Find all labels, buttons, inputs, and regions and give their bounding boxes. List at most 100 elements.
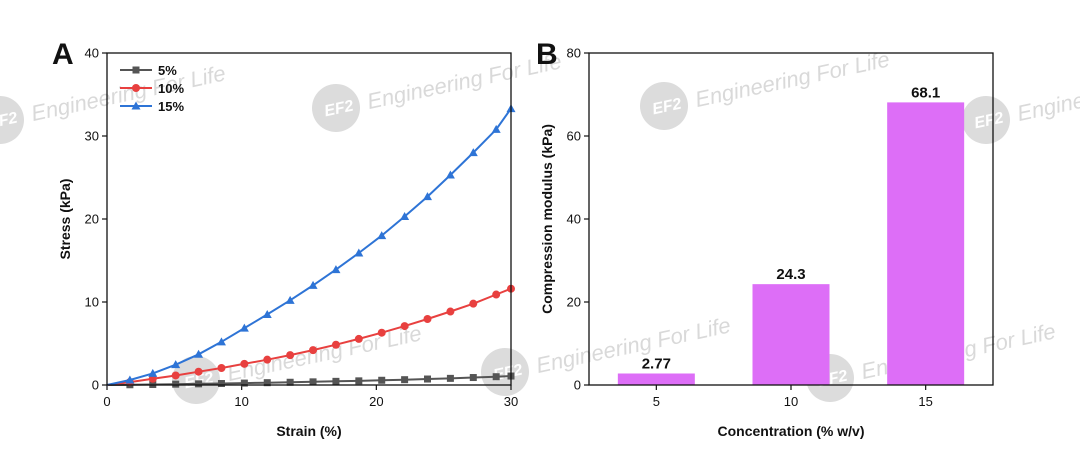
data-point-5-percent (446, 374, 454, 382)
legend-item-15-percent: 15% (120, 99, 184, 114)
x-tick-label: 10 (784, 394, 798, 409)
watermark-5: EF2 Engineering For Life (172, 320, 424, 404)
panel-b-y-axis-label: Compression modulus (kPa) (539, 124, 555, 314)
watermark-text: Engineering For Life (365, 48, 564, 114)
watermark-logo-icon (481, 348, 529, 396)
data-point-5-percent (469, 374, 477, 382)
panel-a-legend: 5% 10% 15% (120, 63, 184, 114)
data-point-10-percent (217, 363, 226, 372)
bar-5 (617, 373, 695, 385)
data-point-5-percent (332, 377, 340, 385)
legend-item-10-percent: 10% (120, 81, 184, 96)
data-point-10-percent (331, 340, 340, 349)
data-point-15-percent (468, 148, 478, 157)
data-point-10-percent (423, 315, 432, 324)
data-point-15-percent (148, 368, 158, 377)
watermark-logo: EF2 (0, 110, 19, 133)
y-tick-label: 20 (85, 212, 99, 227)
x-tick-label: 15 (918, 394, 932, 409)
x-tick-label: 5 (653, 394, 660, 409)
bar-value-label: 24.3 (776, 266, 805, 283)
data-point-10-percent (354, 334, 363, 343)
watermark-logo: EF2 (651, 96, 683, 119)
data-point-10-percent (309, 346, 318, 355)
data-point-15-percent (445, 170, 455, 179)
watermark-4: EF2 Engineering For Life (962, 60, 1080, 144)
bar-value-label: 2.77 (642, 356, 671, 373)
x-tick-label: 20 (369, 394, 383, 409)
y-tick-label: 40 (567, 212, 581, 227)
watermark-logo: EF2 (323, 98, 355, 121)
data-point-5-percent (309, 378, 317, 386)
watermark-logo-icon (640, 82, 688, 130)
watermark-3: EF2 Engineering For Life (640, 46, 892, 130)
x-tick-label: 30 (504, 394, 518, 409)
data-point-5-percent (263, 379, 271, 387)
data-point-15-percent (239, 323, 249, 332)
data-point-5-percent (378, 376, 386, 384)
data-point-10-percent (240, 359, 249, 368)
watermark-logo-icon (0, 96, 24, 144)
data-point-5-percent (286, 378, 294, 386)
x-tick-label: 0 (103, 394, 110, 409)
panel-a-stress-strain-chart: A 0 10 20 30 0 10 20 30 40 Strain (%) Stress (kP… (52, 38, 518, 439)
data-point-15-percent (377, 231, 387, 240)
panel-b-compression-modulus-chart: B 0 20 40 60 80 2.77 5 24.3 10 68.1 15 Concentrati… (536, 38, 994, 439)
data-point-15-percent (354, 248, 364, 257)
watermark-text: Engineering For Life (1015, 60, 1080, 126)
panel-a-y-axis-label: Stress (kPa) (57, 179, 73, 260)
panel-a-x-axis-label: Strain (%) (276, 423, 341, 439)
panel-a-frame (106, 52, 512, 386)
y-tick-label: 20 (567, 295, 581, 310)
panel-b-x-axis-label: Concentration (% w/v) (717, 423, 864, 439)
data-point-5-percent (492, 373, 500, 381)
legend-marker-5-percent (132, 66, 140, 74)
data-point-5-percent (195, 380, 203, 388)
data-point-5-percent (172, 380, 180, 388)
y-tick-label: 0 (574, 378, 581, 393)
data-point-10-percent (286, 351, 295, 360)
bar-10 (752, 284, 830, 385)
y-tick-label: 30 (85, 129, 99, 144)
data-point-10-percent (377, 328, 386, 337)
legend-marker-10-percent (132, 84, 140, 92)
watermark-logo: EF2 (973, 110, 1005, 133)
legend-label-10-percent: 10% (158, 81, 184, 96)
data-point-15-percent (400, 212, 410, 221)
watermark-logo-icon (172, 356, 220, 404)
data-point-5-percent (424, 375, 432, 383)
data-point-10-percent (194, 367, 203, 376)
data-point-5-percent (401, 376, 409, 384)
legend-marker-15-percent (131, 101, 141, 110)
data-point-15-percent (491, 124, 501, 133)
panel-b-plot-area: 0 20 40 60 80 2.77 5 24.3 10 68.1 15 (567, 46, 965, 409)
data-point-10-percent (446, 307, 455, 316)
data-point-15-percent (262, 309, 272, 318)
data-point-5-percent (240, 379, 248, 387)
bar-15 (887, 102, 965, 385)
watermark-logo-icon (312, 84, 360, 132)
data-point-10-percent (469, 299, 478, 308)
watermark-2: EF2 Engineering For Life (312, 48, 564, 132)
data-point-15-percent (194, 349, 204, 358)
watermark-logo-icon (962, 96, 1010, 144)
data-point-15-percent (216, 337, 226, 346)
legend-label-5-percent: 5% (158, 63, 177, 78)
y-tick-label: 10 (85, 295, 99, 310)
y-tick-label: 60 (567, 129, 581, 144)
y-tick-label: 40 (85, 46, 99, 61)
panel-letter-a: A (52, 38, 74, 71)
data-point-10-percent (171, 371, 180, 380)
data-point-5-percent (355, 377, 363, 385)
series-line-10-percent (106, 287, 512, 386)
x-tick-label: 10 (234, 394, 248, 409)
data-point-10-percent (263, 355, 272, 364)
data-point-5-percent (217, 380, 225, 388)
watermark-text: Engineering For Life (534, 312, 733, 378)
panel-letter-b: B (536, 38, 558, 71)
data-point-10-percent (492, 290, 501, 299)
bar-value-label: 68.1 (911, 84, 940, 101)
data-point-10-percent (400, 322, 409, 331)
legend-item-5-percent: 5% (120, 63, 177, 78)
